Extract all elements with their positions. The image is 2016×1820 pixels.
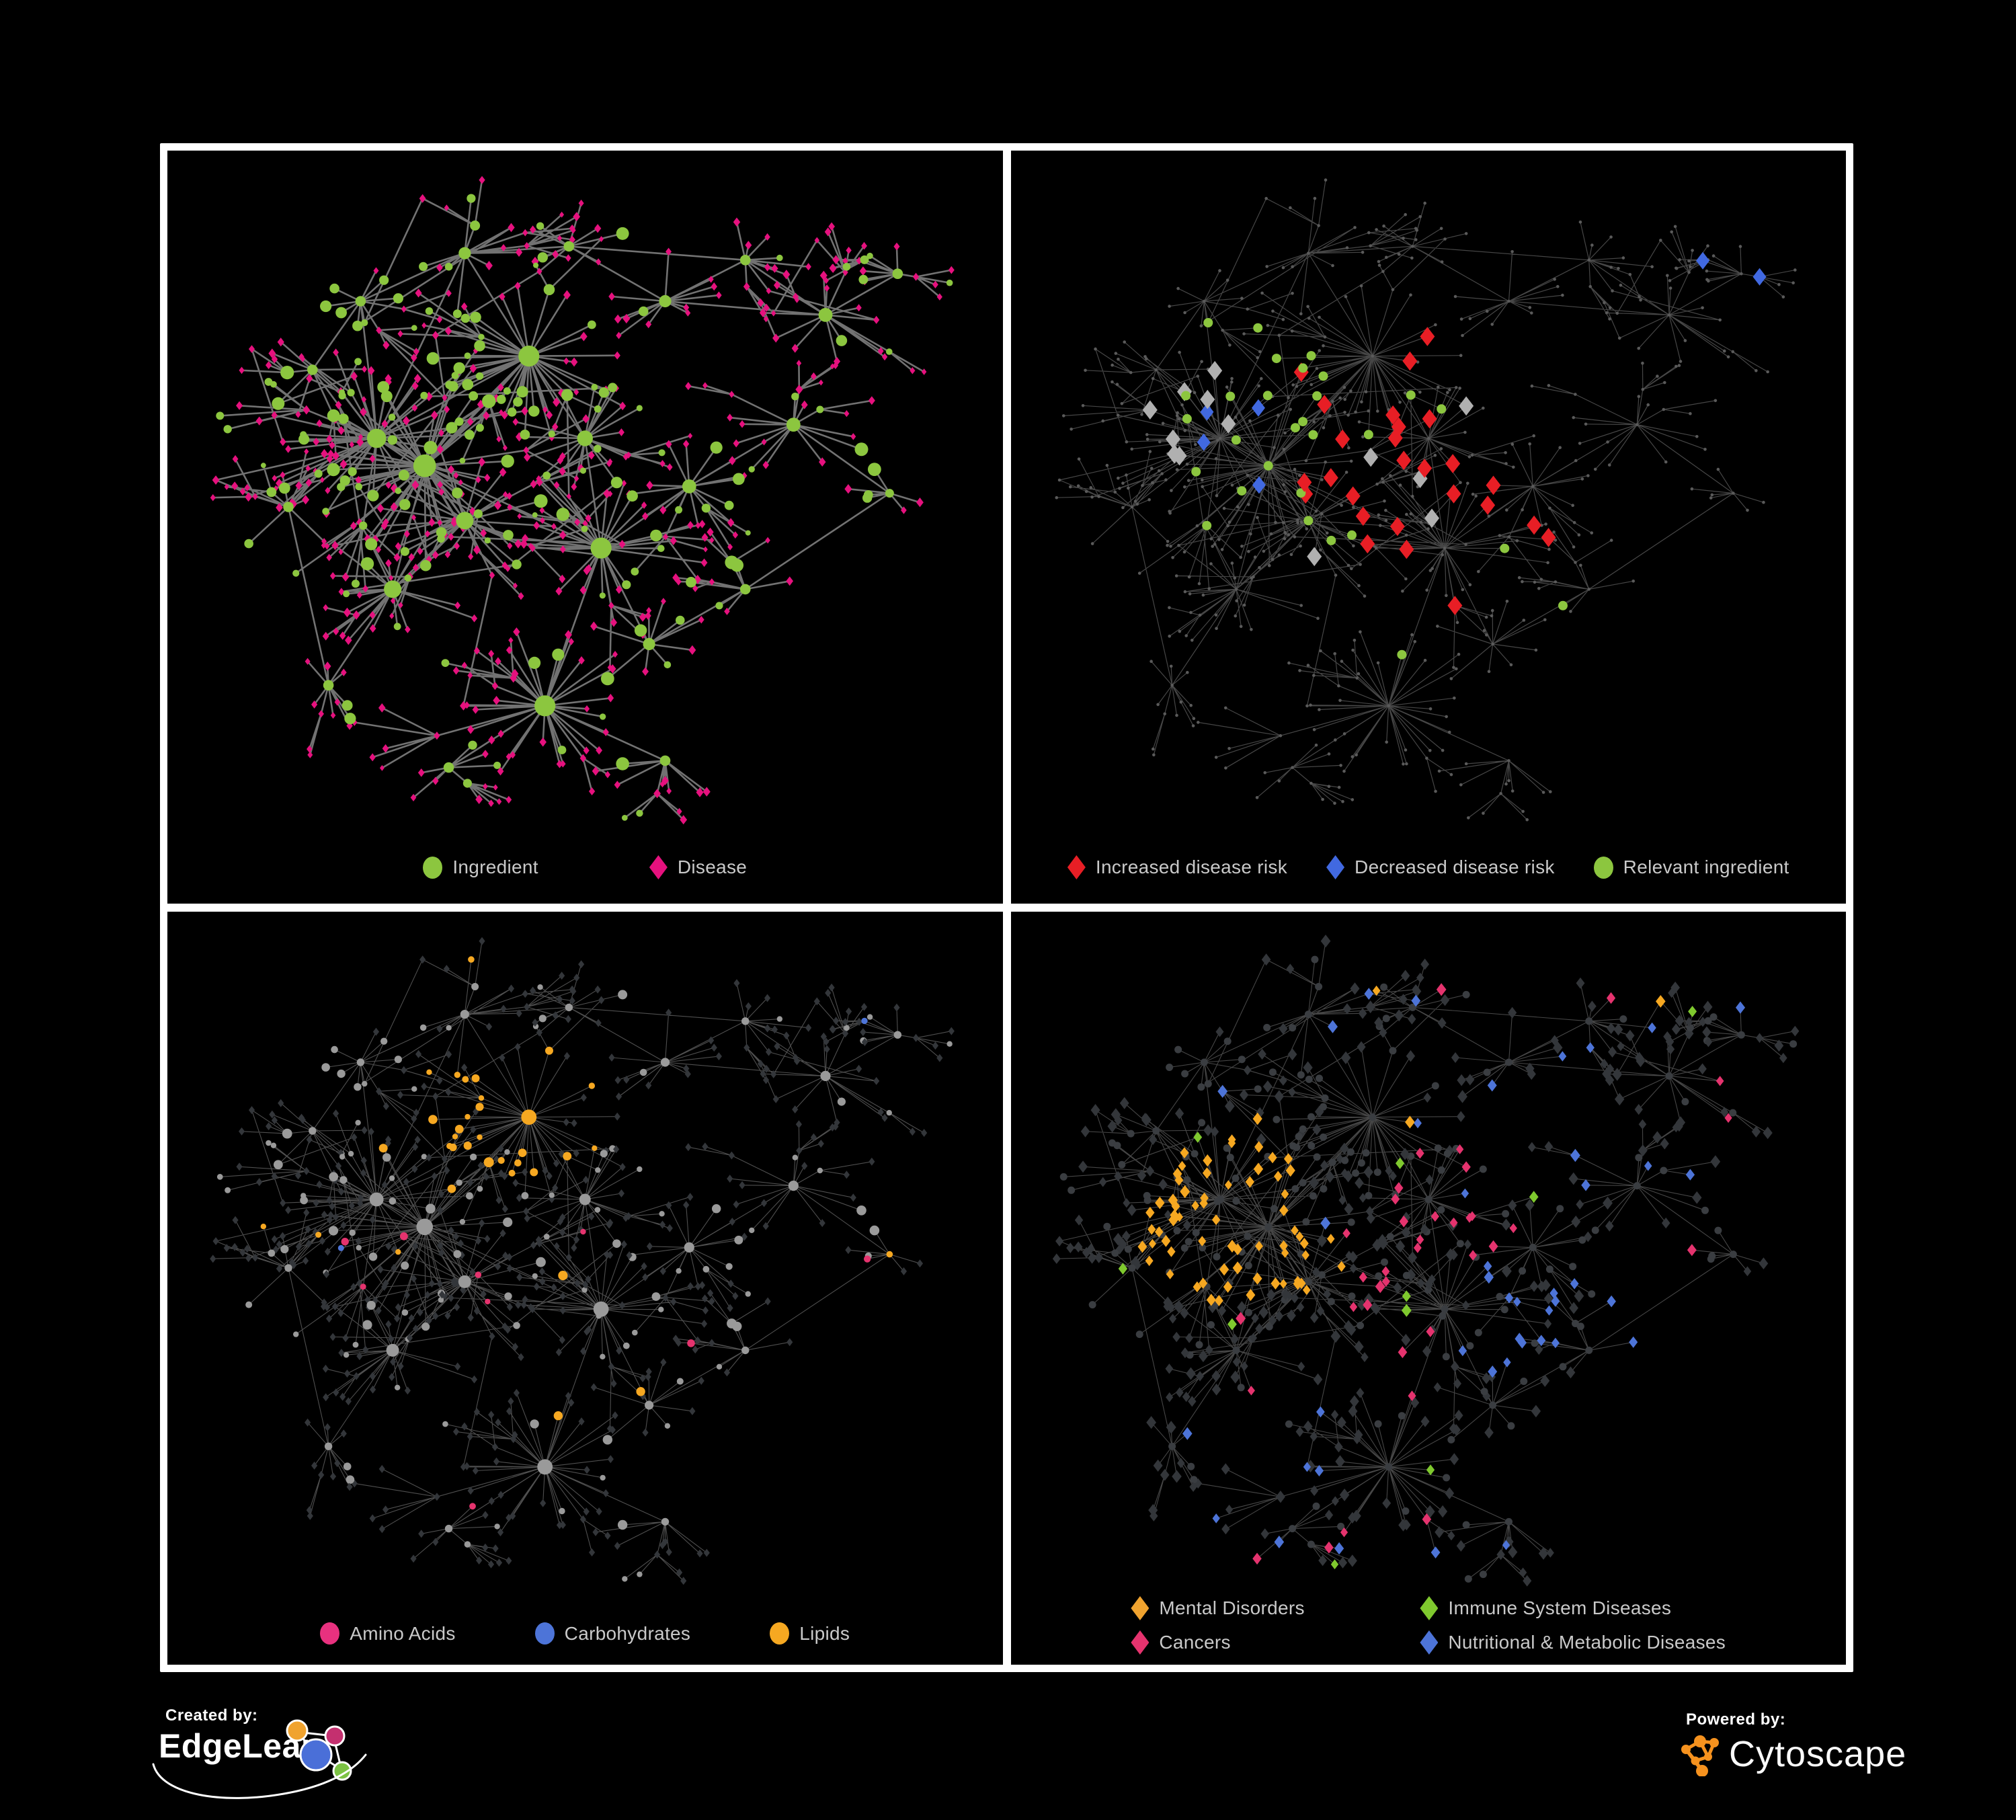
legend-label: Disease xyxy=(677,857,748,877)
panel-disease-class-network: Mental Disorders Immune System Diseases Ca… xyxy=(1010,912,1847,1665)
network-graph-disease-classes xyxy=(1052,935,1799,1587)
legend-label: Ingredient xyxy=(452,857,538,877)
panel-ingredient-disease-network: Ingredient Disease xyxy=(167,151,1003,904)
legend-label: Increased disease risk xyxy=(1095,857,1288,877)
legend-disease-risk: Increased disease risk Decreased disease … xyxy=(1011,855,1847,879)
circle-swatch-icon xyxy=(423,856,443,879)
legend-item-ingredient: Ingredient xyxy=(423,856,538,879)
circle-swatch-icon xyxy=(320,1622,340,1645)
circle-swatch-icon xyxy=(1593,856,1613,879)
legend-label: Decreased disease risk xyxy=(1355,857,1555,877)
legend-ingredient-disease: Ingredient Disease xyxy=(167,855,1003,879)
legend-item-lipids: Lipids xyxy=(770,1622,850,1645)
legend-item-carbohydrates: Carbohydrates xyxy=(534,1622,691,1645)
legend-label: Carbohydrates xyxy=(564,1622,691,1644)
network-graph-ingredient-disease xyxy=(210,175,955,825)
panel-disease-risk-network: Increased disease risk Decreased disease … xyxy=(1010,151,1847,904)
figure-frame: Ingredient Disease Increased disease risk… xyxy=(160,143,1853,1672)
legend-label: Immune System Diseases xyxy=(1448,1597,1672,1618)
created-by-label: Created by: xyxy=(165,1706,258,1725)
circle-swatch-icon xyxy=(770,1622,790,1645)
legend-label: Relevant ingredient xyxy=(1623,857,1789,877)
diamond-swatch-icon xyxy=(1131,1630,1150,1655)
edgeleap-network-icon xyxy=(286,1719,352,1781)
legend-label: Lipids xyxy=(799,1622,850,1644)
diamond-swatch-icon xyxy=(1131,1596,1150,1620)
legend-item-decreased-disease-risk: Decreased disease risk xyxy=(1326,855,1555,879)
legend-item-mental-disorders: Mental Disorders xyxy=(1131,1596,1379,1620)
legend-label: Nutritional & Metabolic Diseases xyxy=(1448,1632,1726,1653)
network-graph-nutrient-classes xyxy=(210,937,955,1585)
diamond-swatch-icon xyxy=(1067,855,1086,879)
legend-disease-classes: Mental Disorders Immune System Diseases Ca… xyxy=(1011,1596,1847,1655)
legend-nutrient-classes: Amino Acids Carbohydrates Lipids xyxy=(167,1622,1003,1645)
legend-label: Mental Disorders xyxy=(1159,1597,1305,1618)
network-graph-disease-risk xyxy=(1054,178,1797,822)
legend-item-increased-disease-risk: Increased disease risk xyxy=(1067,855,1287,879)
diamond-swatch-icon xyxy=(649,855,668,879)
circle-swatch-icon xyxy=(534,1622,555,1645)
diamond-swatch-icon xyxy=(1420,1596,1439,1620)
legend-item-disease: Disease xyxy=(649,855,747,879)
legend-item-immune-system-diseases: Immune System Diseases xyxy=(1420,1596,1726,1620)
cytoscape-wordmark: Cytoscape xyxy=(1729,1734,1907,1774)
edgeleap-swoosh-icon xyxy=(152,1753,367,1799)
cytoscape-logo: Powered by: Cytoscape xyxy=(1678,1710,1947,1805)
panel-nutrient-class-network: Amino Acids Carbohydrates Lipids xyxy=(167,912,1003,1665)
powered-by-label: Powered by: xyxy=(1686,1710,1786,1729)
cytoscape-network-icon xyxy=(1681,1735,1719,1776)
legend-item-cancers: Cancers xyxy=(1131,1630,1379,1655)
legend-label: Cancers xyxy=(1159,1632,1231,1653)
edgeleap-logo: Created by: EdgeLeap xyxy=(152,1706,380,1814)
diamond-swatch-icon xyxy=(1420,1630,1439,1655)
diamond-swatch-icon xyxy=(1326,855,1345,879)
legend-item-amino-acids: Amino Acids xyxy=(320,1622,455,1645)
legend-item-relevant-ingredient: Relevant ingredient xyxy=(1593,856,1789,879)
legend-item-nutritional-metabolic-diseases: Nutritional & Metabolic Diseases xyxy=(1420,1630,1726,1655)
legend-label: Amino Acids xyxy=(350,1622,456,1644)
